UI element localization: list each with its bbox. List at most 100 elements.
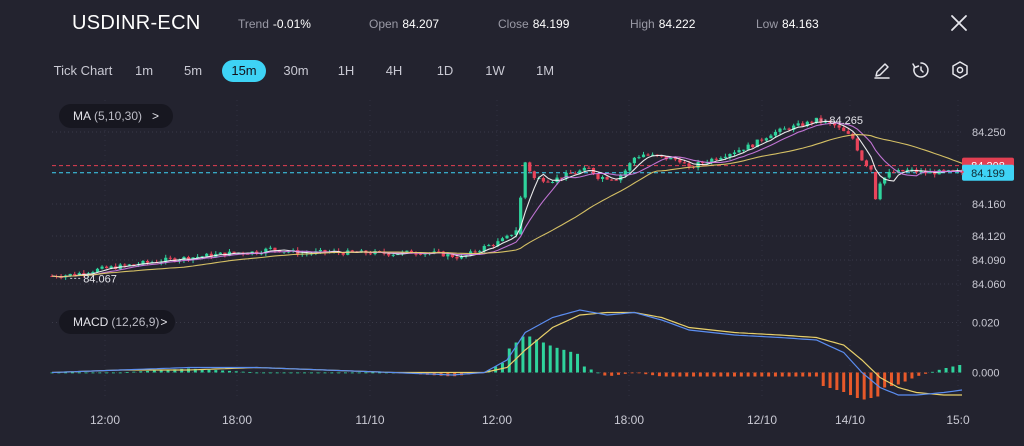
candle-body <box>851 133 855 139</box>
macd-histogram-bar <box>425 372 429 375</box>
candle-body <box>464 255 468 257</box>
open-label: Open <box>369 17 399 31</box>
tab-1h[interactable]: 1H <box>337 63 355 78</box>
timeframe-toolbar: Tick Chart 1m 5m 15m 30m 1H 4H 1D 1W 1M <box>0 56 1024 86</box>
macd-histogram-bar <box>303 372 307 374</box>
candle-body <box>819 117 823 123</box>
macd-params: (12,26,9) <box>111 315 160 329</box>
candle-body <box>155 262 159 264</box>
tab-15m[interactable]: 15m <box>222 60 266 82</box>
macd-histogram-bar <box>384 372 388 374</box>
candle-body <box>64 275 68 278</box>
pencil-icon[interactable] <box>871 59 893 81</box>
macd-histogram-bar <box>200 369 204 373</box>
high-value: 84.222 <box>658 17 696 31</box>
candle-body <box>919 170 923 173</box>
macd-label: MACD <box>73 315 109 329</box>
time-tick-label: 12:00 <box>90 413 120 427</box>
price-tick-label: 84.090 <box>972 255 1006 267</box>
tab-5m[interactable]: 5m <box>183 63 203 78</box>
macd-histogram-bar <box>446 372 450 377</box>
candle-body <box>136 264 141 266</box>
macd-histogram-bar <box>535 339 539 373</box>
tab-30m[interactable]: 30m <box>283 63 309 78</box>
candle-body <box>737 150 741 153</box>
tab-4h[interactable]: 4H <box>385 63 403 78</box>
candle-body <box>782 128 787 130</box>
candle-body <box>282 251 286 253</box>
macd-histogram-bar <box>842 372 846 392</box>
time-tick-label: 15:0 <box>946 413 970 427</box>
candle-body <box>637 157 641 159</box>
macd-histogram-bar <box>596 372 600 374</box>
macd-histogram-bar <box>343 372 347 374</box>
candle-body <box>519 197 523 235</box>
macd-histogram-bar <box>924 372 928 374</box>
candle-body <box>59 276 63 278</box>
price-tick-label: 84.160 <box>972 199 1006 211</box>
candle-body <box>810 121 814 123</box>
candle-body <box>864 160 869 166</box>
reference-tag <box>962 157 1014 174</box>
macd-histogram-bar <box>364 372 368 374</box>
macd-line <box>51 309 963 396</box>
tab-1m[interactable]: 1m <box>134 63 154 78</box>
candle-body <box>883 177 887 184</box>
candle-body <box>778 128 782 132</box>
candle-body <box>391 254 395 256</box>
tab-1mo[interactable]: 1M <box>535 63 555 78</box>
candle-body <box>564 172 568 179</box>
candle-body <box>105 266 109 269</box>
close-icon[interactable] <box>948 12 970 34</box>
candle-body <box>960 170 964 173</box>
candle-body <box>914 169 919 173</box>
macd-signal-line <box>51 311 962 396</box>
macd-histogram-bar <box>480 372 484 374</box>
ma-indicator-pill[interactable]: MA (5,10,30) > <box>59 104 174 128</box>
macd-histogram-bar <box>671 372 675 377</box>
annotations: 84.265 84.067 <box>70 115 863 285</box>
macd-histogram-bar <box>951 366 955 373</box>
candle-body <box>482 246 486 252</box>
macd-histogram-bar <box>139 371 143 373</box>
candle-body <box>118 264 122 270</box>
low-value: 84.163 <box>782 17 819 31</box>
macd-histogram-bar <box>753 372 757 377</box>
candle-body <box>605 177 609 180</box>
candle-body <box>823 121 828 123</box>
tab-tick-chart[interactable]: Tick Chart <box>53 63 113 78</box>
candle-body <box>792 125 796 130</box>
macd-histogram-bar <box>514 342 518 373</box>
candle-body <box>318 249 323 252</box>
candle-body <box>150 262 154 264</box>
candle-body <box>223 252 227 256</box>
macd-histogram-bar <box>316 372 320 374</box>
macd-histogram-bar <box>794 372 798 377</box>
tab-1d[interactable]: 1D <box>436 63 454 78</box>
candle-body <box>300 253 304 255</box>
candle-body <box>373 251 377 255</box>
candle-body <box>623 170 627 175</box>
macd-histogram-bar <box>726 372 730 377</box>
settings-icon[interactable] <box>949 59 971 81</box>
tab-1w[interactable]: 1W <box>485 63 505 78</box>
macd-histogram-bar <box>855 372 859 398</box>
candle-body <box>714 158 718 160</box>
macd-histogram-bar <box>896 372 900 385</box>
timer-icon[interactable] <box>910 59 932 81</box>
candle-body <box>532 171 536 179</box>
macd-histogram-bar <box>528 336 532 373</box>
macd-histogram-bar <box>166 369 170 373</box>
candle-body <box>446 254 450 257</box>
candle-body <box>887 171 891 178</box>
macd-histogram-bar <box>296 372 300 374</box>
high-label: High <box>630 17 655 31</box>
candle-body <box>573 173 577 175</box>
macd-histogram-bar <box>582 366 586 373</box>
candle-body <box>200 256 204 258</box>
candle-body <box>68 273 72 276</box>
time-tick-label: 14/10 <box>835 413 865 427</box>
candle-body <box>860 150 864 161</box>
macd-indicator-pill[interactable]: MACD (12,26,9)> <box>59 310 176 334</box>
